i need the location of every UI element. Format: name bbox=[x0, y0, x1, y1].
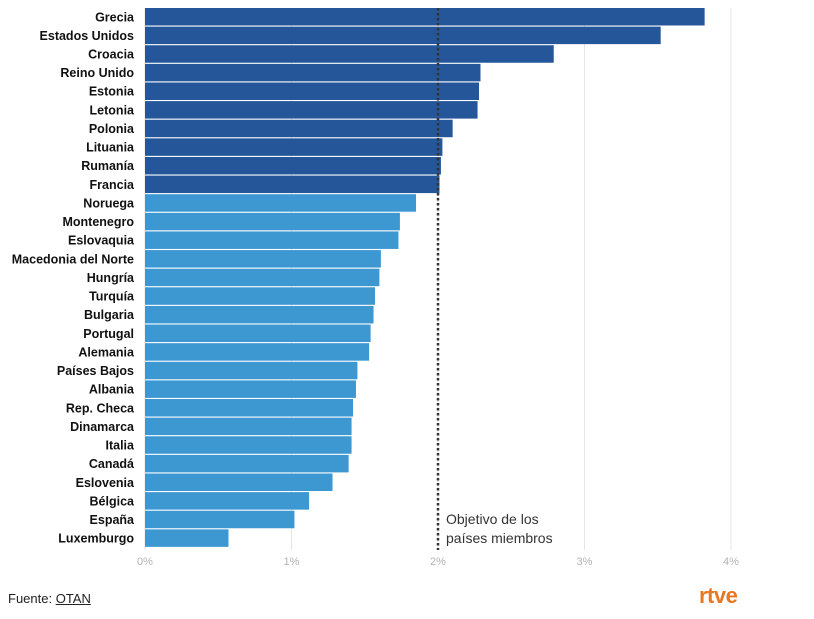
source-footer: Fuente: OTAN bbox=[8, 591, 91, 606]
category-label: Bélgica bbox=[90, 494, 136, 508]
bar bbox=[145, 82, 480, 100]
bar bbox=[145, 101, 478, 119]
category-label: Estados Unidos bbox=[40, 29, 135, 43]
x-axis-ticks: 0% 1% 2% 3% 4% bbox=[137, 556, 739, 568]
bar bbox=[145, 212, 400, 231]
bar bbox=[145, 492, 310, 510]
category-label: Turquía bbox=[89, 290, 135, 304]
bar bbox=[145, 399, 354, 417]
bar bbox=[145, 194, 417, 212]
bar bbox=[145, 529, 229, 547]
bar bbox=[145, 268, 380, 287]
category-label: Lituania bbox=[86, 141, 135, 155]
x-tick-label: 2% bbox=[430, 556, 446, 568]
category-label: Francia bbox=[90, 178, 136, 192]
category-label: Polonia bbox=[89, 122, 135, 136]
source-link[interactable]: OTAN bbox=[55, 591, 91, 606]
category-label: Alemania bbox=[78, 345, 135, 359]
category-label: Letonia bbox=[90, 103, 135, 117]
bar bbox=[145, 510, 295, 529]
bar bbox=[145, 324, 371, 343]
category-label: Albania bbox=[89, 383, 135, 397]
bar bbox=[145, 473, 333, 491]
bar bbox=[145, 45, 554, 63]
category-labels: Grecia Estados Unidos Croacia Reino Unido Es… bbox=[12, 10, 135, 545]
category-label: Reino Unido bbox=[60, 66, 134, 80]
category-label: Hungría bbox=[87, 271, 135, 285]
category-label: Macedonia del Norte bbox=[12, 252, 134, 266]
category-label: Países Bajos bbox=[57, 364, 134, 378]
bar bbox=[145, 175, 440, 194]
bar bbox=[145, 361, 358, 380]
rtve-logo: rtve bbox=[699, 583, 738, 608]
bar bbox=[145, 250, 381, 268]
category-label: Grecia bbox=[95, 10, 135, 24]
bar bbox=[145, 138, 443, 156]
bar bbox=[145, 343, 370, 361]
bar bbox=[145, 454, 349, 473]
category-label: España bbox=[90, 513, 136, 527]
category-label: Dinamarca bbox=[70, 420, 135, 434]
x-tick-label: 1% bbox=[284, 556, 300, 568]
bar bbox=[145, 417, 352, 436]
bar bbox=[145, 231, 399, 249]
bar bbox=[145, 156, 441, 175]
reference-line-label: países miembros bbox=[446, 530, 553, 546]
category-label: Italia bbox=[106, 439, 136, 453]
category-label: Montenegro bbox=[62, 215, 134, 229]
x-tick-label: 0% bbox=[137, 556, 153, 568]
bar bbox=[145, 26, 661, 45]
category-label: Rep. Checa bbox=[66, 401, 135, 415]
category-label: Luxemburgo bbox=[58, 532, 134, 546]
category-label: Eslovaquia bbox=[68, 234, 135, 248]
bar bbox=[145, 287, 376, 305]
bar-chart: Grecia Estados Unidos Croacia Reino Unido Es… bbox=[12, 8, 739, 568]
bar bbox=[145, 8, 705, 26]
category-label: Noruega bbox=[83, 196, 135, 210]
category-label: Canadá bbox=[89, 457, 134, 471]
reference-line-group: Objetivo de los países miembros bbox=[436, 8, 553, 550]
category-label: Estonia bbox=[89, 85, 135, 99]
source-prefix: Fuente: bbox=[8, 591, 56, 606]
x-tick-label: 4% bbox=[723, 556, 739, 568]
bar bbox=[145, 380, 356, 398]
bar bbox=[145, 305, 374, 324]
bar bbox=[145, 119, 453, 138]
reference-line-label: Objetivo de los bbox=[446, 511, 539, 527]
category-label: Croacia bbox=[88, 47, 135, 61]
bars bbox=[145, 8, 705, 547]
bar bbox=[145, 436, 352, 454]
category-label: Rumanía bbox=[81, 159, 135, 173]
category-label: Eslovenia bbox=[76, 476, 135, 490]
bar bbox=[145, 63, 481, 82]
x-tick-label: 3% bbox=[577, 556, 593, 568]
category-label: Portugal bbox=[83, 327, 134, 341]
category-label: Bulgaria bbox=[84, 308, 135, 322]
